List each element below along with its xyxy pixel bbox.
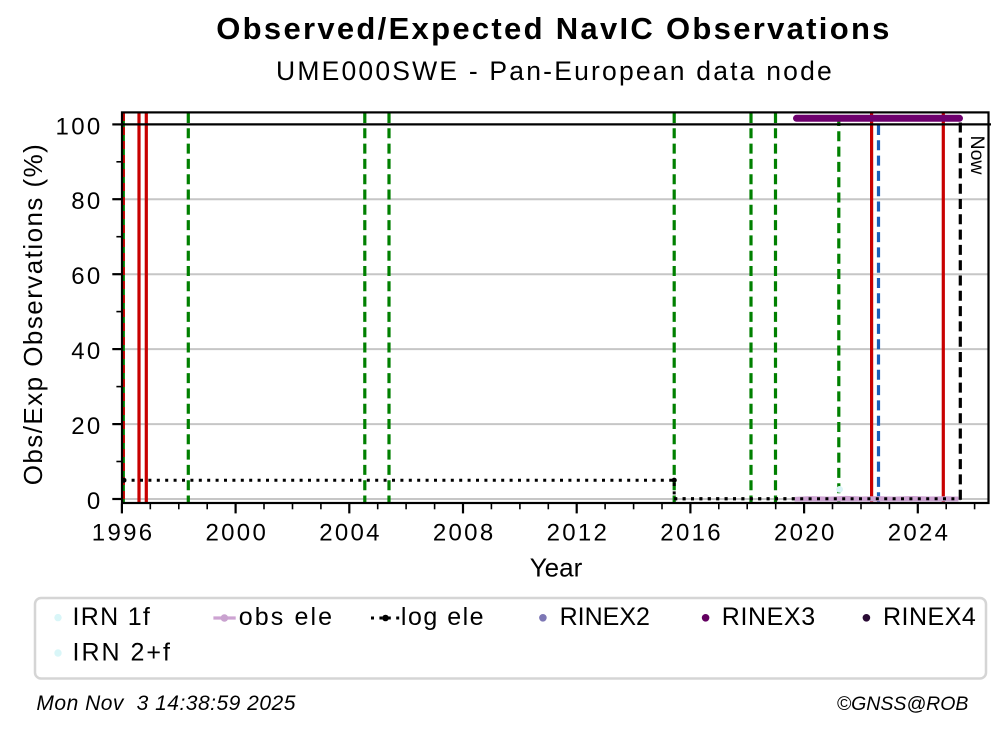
svg-text:2012: 2012 [547, 520, 610, 547]
svg-text:Observed/Expected NavIC Observ: Observed/Expected NavIC Observations [216, 11, 891, 46]
svg-text:©GNSS@ROB: ©GNSS@ROB [837, 693, 969, 715]
svg-text:RINEX2: RINEX2 [560, 603, 650, 631]
svg-text:0: 0 [87, 488, 103, 515]
svg-text:80: 80 [71, 188, 102, 215]
svg-text:IRN 1f: IRN 1f [73, 603, 152, 631]
svg-text:IRN 2+f: IRN 2+f [73, 638, 172, 666]
svg-text:obs ele: obs ele [239, 603, 334, 631]
svg-text:RINEX3: RINEX3 [722, 603, 816, 631]
svg-text:1996: 1996 [92, 520, 155, 547]
svg-text:2016: 2016 [660, 520, 723, 547]
svg-text:RINEX4: RINEX4 [883, 603, 976, 631]
svg-text:2024: 2024 [888, 520, 951, 547]
svg-text:2020: 2020 [774, 520, 837, 547]
svg-text:Obs/Exp Observations (%): Obs/Exp Observations (%) [18, 143, 48, 486]
svg-text:60: 60 [71, 263, 102, 290]
svg-text:2000: 2000 [206, 520, 269, 547]
svg-text:2004: 2004 [319, 520, 382, 547]
svg-text:UME000SWE - Pan-European data: UME000SWE - Pan-European data node [276, 56, 834, 86]
svg-text:2008: 2008 [433, 520, 496, 547]
svg-text:log ele: log ele [401, 603, 485, 631]
svg-text:100: 100 [56, 113, 103, 140]
svg-text:Mon Nov 3 14:38:59 2025: Mon Nov 3 14:38:59 2025 [36, 692, 296, 715]
svg-text:40: 40 [71, 338, 102, 365]
svg-text:Year: Year [530, 553, 583, 583]
svg-text:Now: Now [966, 136, 988, 176]
svg-text:20: 20 [71, 413, 102, 440]
